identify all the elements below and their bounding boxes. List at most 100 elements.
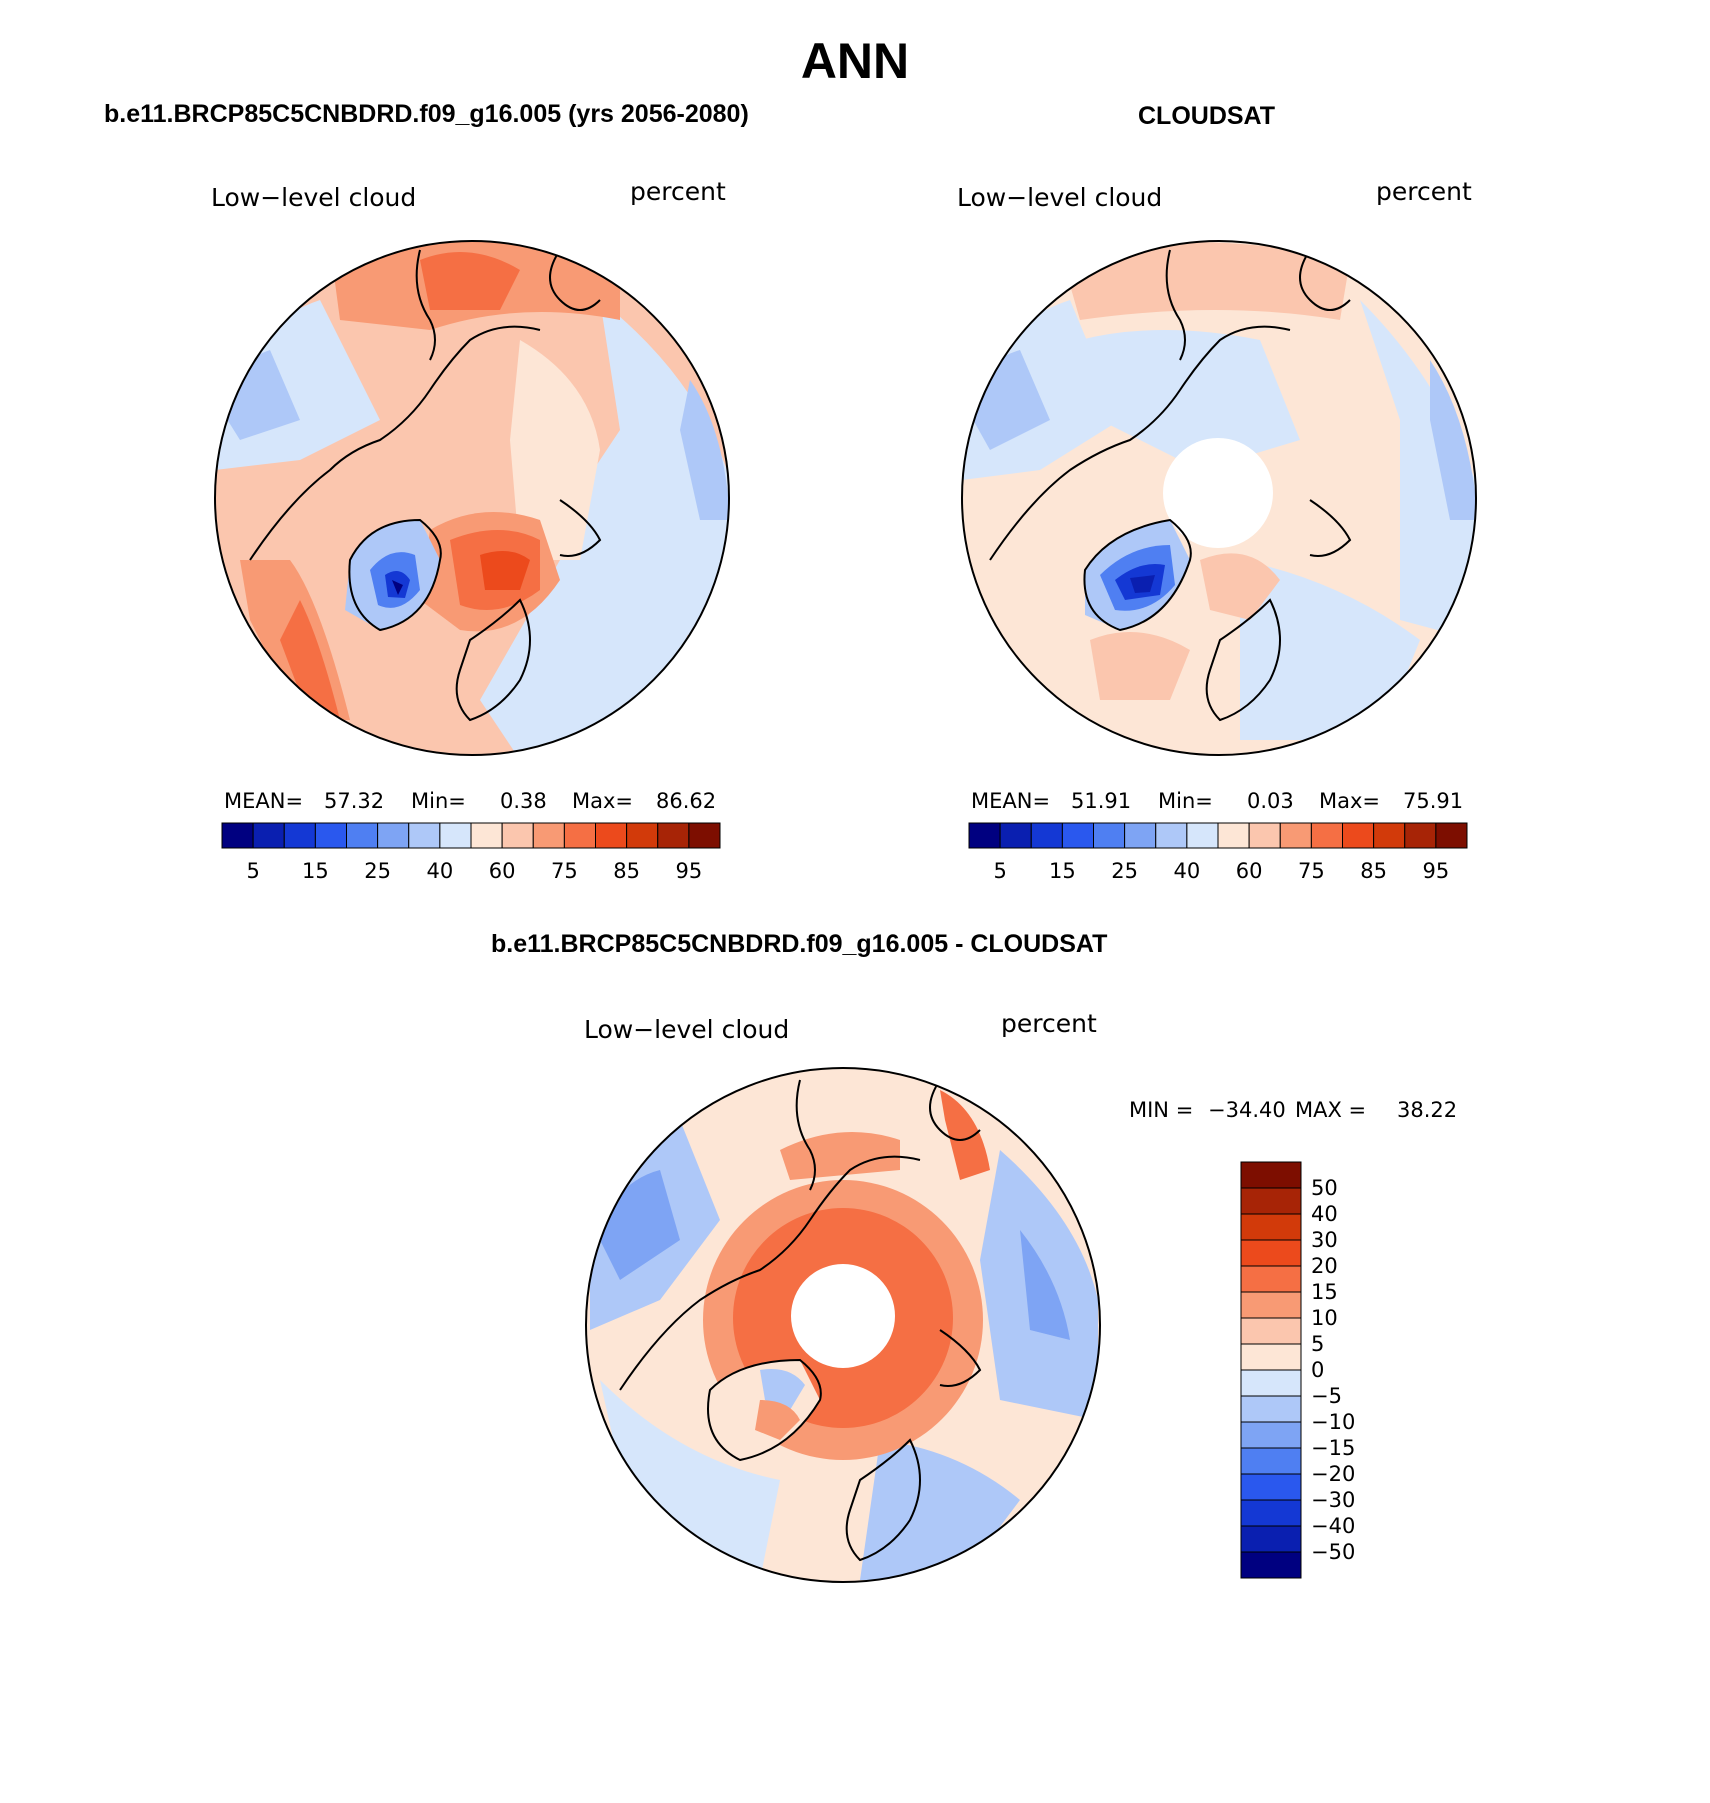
diff-colorbar-swatch: [1240, 1343, 1302, 1371]
model-colorbar-swatch: [252, 822, 285, 849]
diff-colorbar-tick-label: −20: [1311, 1462, 1355, 1486]
model-colorbar-swatch: [470, 822, 503, 849]
model-colorbar-swatch: [283, 822, 316, 849]
diff-min-label: MIN =: [1129, 1098, 1194, 1122]
obs-colorbar-tick-label: 25: [1111, 859, 1138, 883]
obs-variable-label: Low−level cloud: [957, 183, 1163, 212]
diff-colorbar-swatch: [1240, 1265, 1302, 1293]
diff-polar-map: [585, 1067, 1101, 1583]
diff-colorbar-swatch: [1240, 1213, 1302, 1241]
model-colorbar-swatch: [501, 822, 534, 849]
model-units-label: percent: [630, 177, 726, 206]
diff-colorbar-swatch: [1240, 1161, 1302, 1189]
model-min-label: Min=: [411, 789, 466, 813]
diff-colorbar-swatch: [1240, 1395, 1302, 1423]
diff-colorbar-tick-label: 50: [1311, 1176, 1338, 1200]
obs-colorbar-swatch: [1093, 822, 1126, 849]
model-colorbar-tick-label: 40: [427, 859, 454, 883]
diff-units-label: percent: [1001, 1009, 1097, 1038]
obs-colorbar-swatch: [1310, 822, 1343, 849]
diff-colorbar-swatch: [1240, 1447, 1302, 1475]
diff-colorbar-swatch: [1240, 1187, 1302, 1215]
diff-colorbar-swatch: [1240, 1551, 1302, 1579]
model-colorbar-swatch: [439, 822, 472, 849]
model-colorbar-tick-label: 60: [489, 859, 516, 883]
model-colorbar-swatch: [563, 822, 596, 849]
model-colorbar-swatch: [626, 822, 659, 849]
diff-colorbar-tick-label: 20: [1311, 1254, 1338, 1278]
obs-colorbar-swatch: [968, 822, 1001, 849]
diff-colorbar-swatch: [1240, 1317, 1302, 1345]
obs-colorbar-swatch: [1404, 822, 1437, 849]
obs-mean-label: MEAN=: [971, 789, 1051, 813]
model-colorbar-tick-label: 15: [302, 859, 329, 883]
diff-colorbar-swatch: [1240, 1499, 1302, 1527]
model-variable-label: Low−level cloud: [211, 183, 417, 212]
diff-colorbar-swatch: [1240, 1525, 1302, 1553]
diff-colorbar-tick-label: 0: [1311, 1358, 1324, 1382]
diff-colorbar-tick-label: −30: [1311, 1488, 1355, 1512]
model-colorbar-tick-label: 5: [246, 859, 259, 883]
obs-colorbar-tick-label: 40: [1174, 859, 1201, 883]
obs-colorbar: 5 15 25 40 60 75 85 95: [968, 822, 1468, 883]
obs-colorbar-tick-label: 60: [1236, 859, 1263, 883]
obs-colorbar-tick-label: 5: [993, 859, 1006, 883]
obs-colorbar-swatch: [1248, 822, 1281, 849]
obs-min-label: Min=: [1158, 789, 1213, 813]
obs-colorbar-swatch: [1030, 822, 1063, 849]
obs-colorbar-tick-label: 95: [1423, 859, 1450, 883]
model-max-value: 86.62: [656, 789, 717, 813]
diff-colorbar-tick-label: 30: [1311, 1228, 1338, 1252]
model-mean-label: MEAN=: [224, 789, 304, 813]
model-colorbar-swatch: [532, 822, 565, 849]
obs-mean-value: 51.91: [1071, 789, 1132, 813]
diff-colorbar-swatch: [1240, 1239, 1302, 1267]
diff-colorbar-tick-label: −5: [1311, 1384, 1342, 1408]
diff-colorbar-tick-label: 15: [1311, 1280, 1338, 1304]
obs-max-value: 75.91: [1403, 789, 1464, 813]
model-colorbar-swatch: [377, 822, 410, 849]
diff-panel-title: b.e11.BRCP85C5CNBDRD.f09_g16.005 - CLOUD…: [491, 930, 1108, 958]
model-mean-value: 57.32: [324, 789, 385, 813]
model-colorbar: 5 15 25 40 60 75 85 95: [221, 822, 721, 883]
obs-colorbar-swatch: [1217, 822, 1250, 849]
obs-colorbar-tick-label: 15: [1049, 859, 1076, 883]
model-polar-map: [214, 240, 730, 756]
diff-colorbar-tick-label: −50: [1311, 1540, 1355, 1564]
obs-colorbar-tick-label: 85: [1360, 859, 1387, 883]
diff-variable-label: Low−level cloud: [584, 1015, 790, 1044]
diff-colorbar-tick-label: −15: [1311, 1436, 1355, 1460]
diff-max-value: 38.22: [1397, 1098, 1458, 1122]
obs-colorbar-swatch: [1186, 822, 1219, 849]
model-colorbar-swatch: [346, 822, 379, 849]
model-colorbar-tick-label: 75: [551, 859, 578, 883]
model-colorbar-swatch: [221, 822, 254, 849]
obs-units-label: percent: [1376, 177, 1472, 206]
obs-colorbar-swatch: [1279, 822, 1312, 849]
model-colorbar-tick-label: 95: [676, 859, 703, 883]
obs-max-label: Max=: [1319, 789, 1381, 813]
obs-colorbar-swatch: [1373, 822, 1406, 849]
obs-colorbar-tick-label: 75: [1298, 859, 1325, 883]
diff-colorbar-tick-label: −10: [1311, 1410, 1355, 1434]
model-colorbar-swatch: [314, 822, 347, 849]
obs-colorbar-swatch: [1061, 822, 1094, 849]
obs-colorbar-swatch: [1124, 822, 1157, 849]
diff-max-label: MAX =: [1295, 1098, 1367, 1122]
model-colorbar-tick-label: 85: [613, 859, 640, 883]
obs-polar-map: [961, 240, 1477, 756]
model-colorbar-swatch: [595, 822, 628, 849]
diff-colorbar-swatch: [1240, 1473, 1302, 1501]
model-colorbar-swatch: [408, 822, 441, 849]
model-colorbar-swatch: [657, 822, 690, 849]
obs-colorbar-swatch: [1342, 822, 1375, 849]
diff-colorbar-tick-label: 40: [1311, 1202, 1338, 1226]
obs-colorbar-swatch: [999, 822, 1032, 849]
diff-colorbar-tick-label: 5: [1311, 1332, 1324, 1356]
model-max-label: Max=: [572, 789, 634, 813]
diff-colorbar-tick-label: −40: [1311, 1514, 1355, 1538]
diff-colorbar-swatch: [1240, 1421, 1302, 1449]
diff-colorbar-tick-label: 10: [1311, 1306, 1338, 1330]
